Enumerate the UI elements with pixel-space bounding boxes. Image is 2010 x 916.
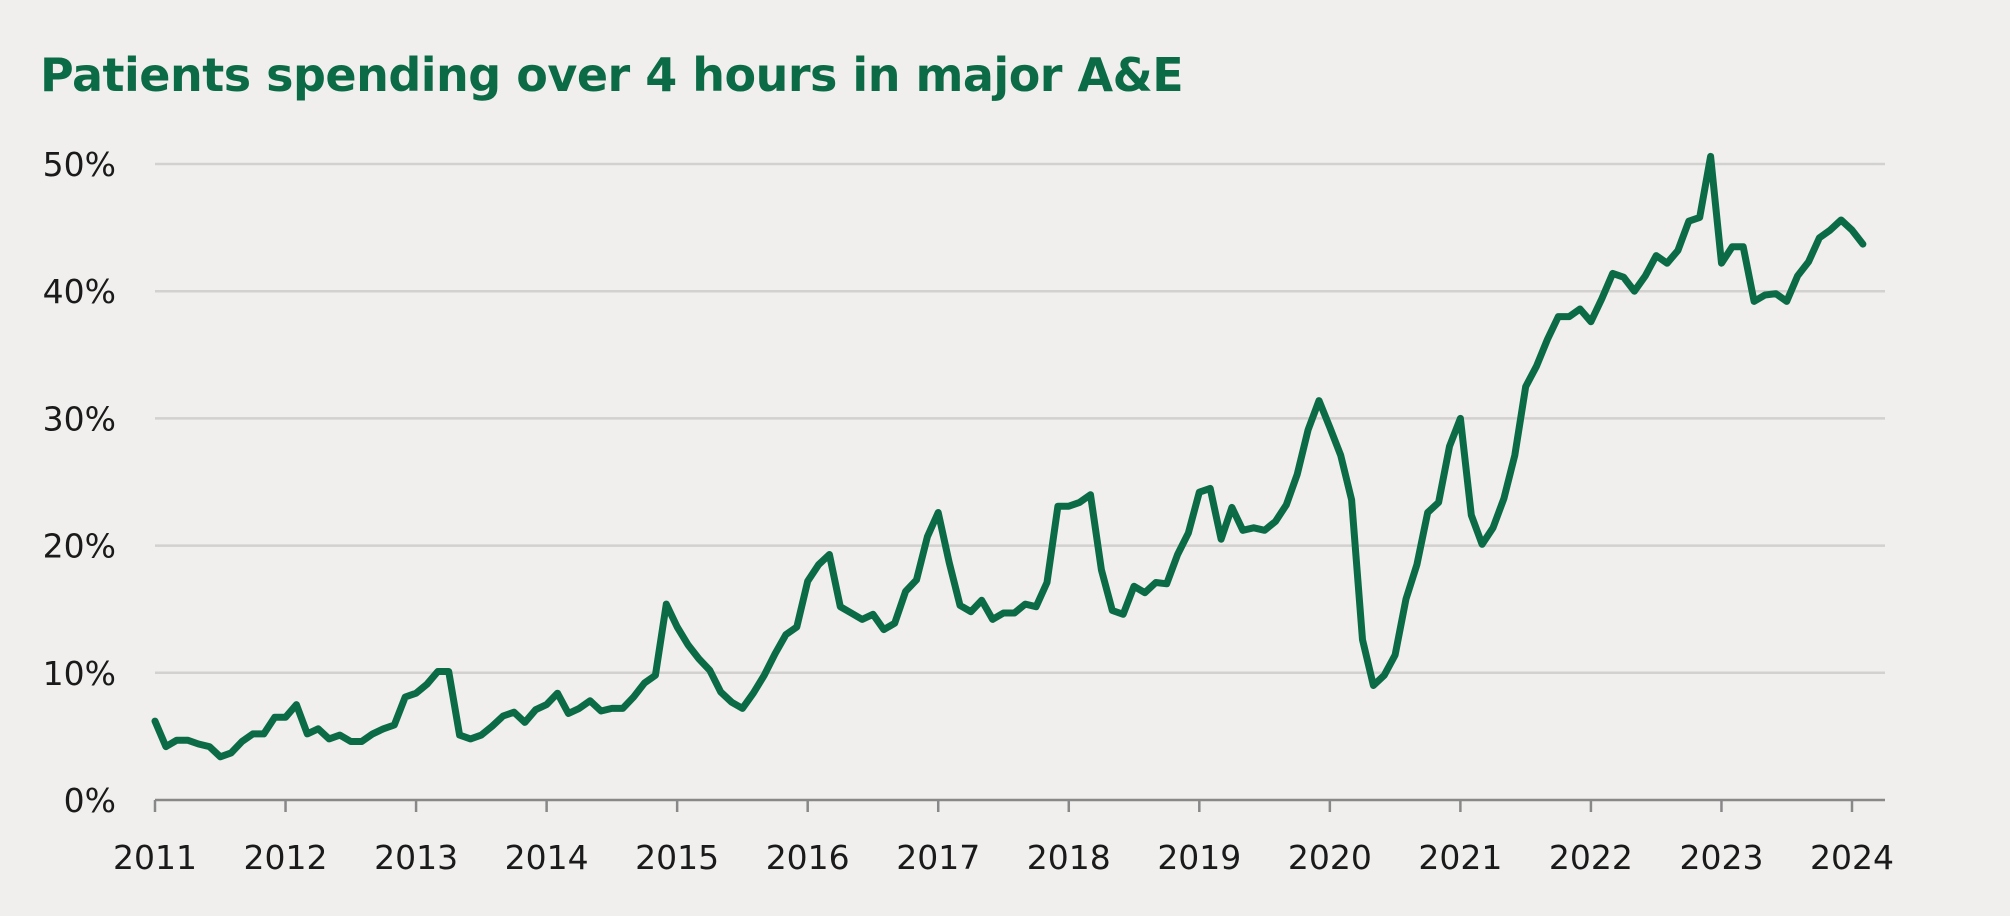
x-tick-label: 2023 [1679, 838, 1763, 877]
y-tick-label: 0% [64, 781, 116, 820]
series-line-0 [151, 152, 1867, 761]
x-tick-label: 2011 [113, 838, 197, 877]
gridlines [155, 162, 1885, 675]
x-tick-label: 2015 [635, 838, 719, 877]
y-axis: 0% 10% 20% 30% 40% 50% [43, 145, 116, 820]
x-tick-label: 2020 [1288, 838, 1372, 877]
x-tick-label: 2012 [244, 838, 328, 877]
y-tick-label: 10% [43, 654, 116, 693]
x-tick-label: 2016 [766, 838, 850, 877]
x-tick-label: 2017 [896, 838, 980, 877]
x-tick-label: 2019 [1157, 838, 1241, 877]
y-tick-label: 40% [43, 272, 116, 311]
y-tick-label: 20% [43, 527, 116, 566]
x-tick-label: 2024 [1810, 838, 1894, 877]
x-axis: 2011 2012 2013 2014 2015 2016 2017 2018 2019 2020… [113, 798, 1894, 877]
y-tick-label: 50% [43, 145, 116, 184]
y-tick-label: 30% [43, 399, 116, 438]
chart-title: Patients spending over 4 hours in major … [40, 48, 1184, 102]
series-layer [151, 152, 1867, 761]
x-tick-label: 2018 [1027, 838, 1111, 877]
x-tick-label: 2022 [1549, 838, 1633, 877]
x-tick-label: 2014 [505, 838, 589, 877]
x-tick-label: 2013 [374, 838, 458, 877]
x-tick-label: 2021 [1418, 838, 1502, 877]
